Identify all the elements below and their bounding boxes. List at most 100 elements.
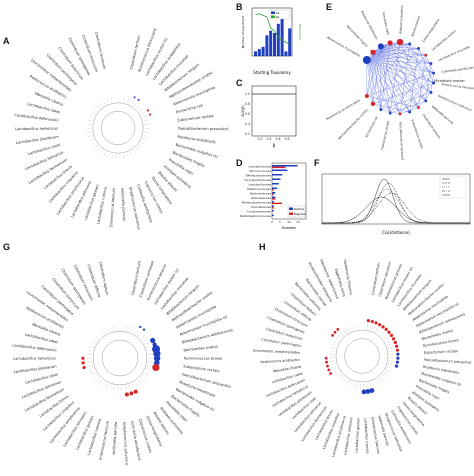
panel-d-category-label: Lactobacillaceae [249, 183, 272, 187]
panel-h-marker [389, 333, 394, 338]
panel-h-marker [394, 364, 399, 368]
panel-d-xlabel: Number [282, 226, 297, 230]
panel-h-marker [331, 334, 334, 337]
panel-h-marker [381, 325, 385, 329]
panel-g-marker [142, 328, 146, 331]
panel-e-node [388, 111, 392, 115]
panel-d-category-label: Veillonellaceae [251, 196, 271, 200]
panel-d-bar-positive [272, 183, 279, 185]
panel-e-node [370, 101, 376, 107]
svg-text:0.2: 0.2 [245, 132, 250, 136]
panel-label-a: A [3, 36, 10, 46]
panel-c-auc-plot: 1.0 0.8 0.6 0.4 0.2 0.2 0.4 0.6 0.8 β AU… [241, 85, 297, 148]
legend-kc-swatch [271, 15, 275, 18]
panel-d-bar-positive [272, 187, 278, 189]
panel-label-g: G [3, 242, 11, 252]
panel-h-marker [396, 352, 400, 356]
panel-e-node [396, 38, 404, 46]
panel-g-marker [153, 355, 161, 362]
panel-d-category-label: Methanobacteriaceae [242, 201, 272, 205]
panel-d-bar-negative [272, 166, 286, 169]
panel-label-f: F [314, 158, 320, 168]
panel-h-taxon-label: Lactobacillus gasseri [355, 418, 361, 454]
panel-h-marker [326, 364, 329, 368]
panel-e-node [370, 49, 376, 55]
panel-b-ylabel: Number of significant [241, 15, 245, 48]
panel-d-bar-positive [272, 196, 276, 198]
panel-e-node-label: Clostridium tertium [421, 113, 441, 139]
panel-e-node-label: Veillonella parvula [431, 104, 455, 125]
panel-g-marker [153, 350, 161, 358]
panel-h-taxon-label: Lactobacillus ruminis [363, 418, 369, 454]
panel-b-bar [265, 35, 269, 56]
panel-e-node-label: Bacteroides fragilis [346, 24, 369, 48]
svg-text:0.8: 0.8 [284, 137, 289, 141]
panel-d-category-label: Micrococcaceae [250, 169, 272, 173]
svg-text:0: 0 [271, 220, 273, 224]
panel-h-taxon-label: Roseburia intestinalis [423, 365, 460, 375]
panel-d-bar-positive [272, 165, 298, 167]
panel-h-marker [395, 344, 399, 348]
panel-b-bar [254, 51, 257, 56]
legend-positive: Positive [294, 207, 304, 211]
panel-h-taxon-label: Enterococcus faecium [370, 417, 380, 455]
panel-h-marker [369, 388, 375, 393]
panel-h-marker [378, 323, 382, 327]
svg-text:0.8: 0.8 [245, 102, 250, 106]
panel-h-marker [374, 321, 378, 325]
svg-text:0.2: 0.2 [257, 137, 262, 141]
panel-e-node [424, 53, 428, 57]
panel-h-taxon-label: Faecalibacterium prausnitzii [424, 358, 472, 365]
panel-h-marker [393, 340, 397, 345]
panel-a-taxon-label: Ruminococcus bicirculans [137, 28, 157, 73]
panel-d-bar-negative [272, 189, 274, 191]
panel-h-marker [365, 389, 371, 394]
panel-h-marker [336, 327, 340, 331]
panel-e-node [377, 43, 384, 50]
panel-h-taxon-label: Pediococcus acidilactici [260, 358, 300, 364]
panel-f-density-curve [322, 192, 470, 224]
panel-e-node-label: Coprococcus comes [380, 120, 391, 150]
panel-d-bar-chart: LactobacillaceaeMicrococcaceaeBifidobact… [240, 162, 307, 230]
panel-h-taxon-label: Leuconostoc mesenteroides [253, 348, 301, 354]
panel-g-marker [139, 325, 142, 329]
panel-e-node [362, 56, 371, 64]
panel-g-taxon-label: Ruminococcus bromii [184, 356, 222, 360]
svg-text:0.6: 0.6 [275, 137, 280, 141]
panel-c-ylabel: AUC(β) [241, 105, 245, 116]
panel-e-node [432, 81, 436, 85]
panel-e-node [417, 106, 420, 109]
panel-h-taxon-label: Holdemania filiformis [343, 259, 353, 295]
panel-a-taxon-label: Enterococcus faecium [109, 187, 116, 227]
panel-g-marker [129, 391, 134, 396]
panel-a-taxon-label: Veillonella parvula [120, 188, 126, 221]
panel-a-marker [149, 113, 152, 116]
panel-d-bar-positive [272, 174, 283, 176]
panel-h-taxon-label: Clostridium perfringens [261, 338, 301, 348]
panel-g-taxon-label: Clostridium tertium [131, 260, 142, 296]
panel-h-taxon-label: Lactobacillus johnsonii [343, 417, 353, 456]
panel-a-marker [133, 96, 136, 99]
panel-d-bar-negative [272, 193, 274, 196]
panel-g-taxon-label: Lactobacillus plantarum [14, 364, 58, 374]
panel-h-marker [324, 356, 328, 360]
panel-b-bar [269, 30, 273, 56]
panel-d-category-label: Streptococcaceae [247, 187, 271, 191]
panel-d-bar-positive [272, 169, 288, 171]
panel-g-marker [150, 337, 156, 344]
panel-a-taxon-label: Eubacterium rectale [177, 114, 214, 123]
panel-label-d: D [236, 158, 243, 168]
legend-kc-text: KC [276, 15, 280, 19]
panel-g-taxon-label: Streptococcus salivarius [122, 422, 129, 466]
panel-e-node-label: Faecalibacterium prausnitzii [398, 122, 404, 160]
panel-h-taxon-label: Clostridium tertium [371, 261, 381, 295]
legend-negative: Negative [294, 212, 306, 216]
panel-g-marker [81, 361, 85, 365]
panel-label-b: B [236, 2, 243, 12]
panel-c-xlabel: β [273, 143, 276, 148]
svg-text:5: 5 [279, 220, 281, 224]
panel-e-node-label: Roseburia intestinalis [360, 10, 379, 41]
panel-g-marker [133, 389, 138, 394]
